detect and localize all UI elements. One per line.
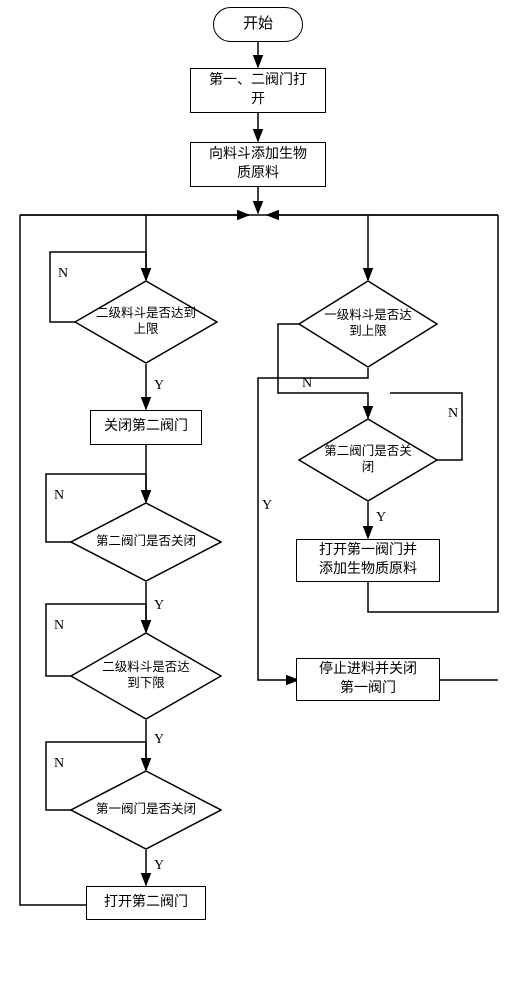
- open-v2-text: 打开第二阀门: [104, 894, 188, 912]
- add-material-text: 向料斗添加生物质原料: [209, 146, 307, 182]
- decision-v2-closed-left: 第二阀门是否关闭: [70, 502, 222, 582]
- decision-l2-lower: 二级料斗是否达到下限: [70, 632, 222, 720]
- decision-v2-closed-right-text: 第二阀门是否关闭: [324, 444, 412, 475]
- close-v2-step: 关闭第二阀门: [90, 410, 202, 445]
- decision-l1-upper: 一级料斗是否达到上限: [298, 280, 438, 368]
- start-terminator: 开始: [213, 7, 303, 42]
- open-v1-add-text: 打开第一阀门并添加生物质原料: [319, 542, 417, 578]
- close-v2-text: 关闭第二阀门: [104, 418, 188, 436]
- open-valves-text: 第一、二阀门打开: [209, 72, 307, 108]
- decision-l2-upper-text: 二级料斗是否达到上限: [96, 306, 196, 337]
- label-y: Y: [152, 732, 166, 748]
- decision-l2-lower-text: 二级料斗是否达到下限: [102, 660, 190, 691]
- decision-v2-closed-right: 第二阀门是否关闭: [298, 418, 438, 502]
- open-valves-step: 第一、二阀门打开: [190, 68, 326, 113]
- open-v2-step: 打开第二阀门: [86, 886, 206, 920]
- label-n: N: [52, 618, 66, 634]
- label-n: N: [300, 376, 314, 392]
- label-y: Y: [152, 598, 166, 614]
- label-y: Y: [374, 510, 388, 526]
- label-n: N: [446, 406, 460, 422]
- start-label: 开始: [243, 15, 273, 35]
- decision-v1-closed: 第一阀门是否关闭: [70, 770, 222, 850]
- decision-l2-upper: 二级料斗是否达到上限: [74, 280, 218, 364]
- add-material-step: 向料斗添加生物质原料: [190, 142, 326, 187]
- label-n: N: [56, 266, 70, 282]
- label-y: Y: [260, 498, 274, 514]
- decision-l1-upper-text: 一级料斗是否达到上限: [324, 308, 412, 339]
- label-n: N: [52, 488, 66, 504]
- open-v1-add-step: 打开第一阀门并添加生物质原料: [296, 539, 440, 582]
- decision-v2-closed-left-text: 第二阀门是否关闭: [96, 534, 196, 550]
- decision-v1-closed-text: 第一阀门是否关闭: [96, 802, 196, 818]
- label-n: N: [52, 756, 66, 772]
- stop-close-v1-step: 停止进料并关闭第一阀门: [296, 658, 440, 701]
- stop-close-v1-text: 停止进料并关闭第一阀门: [319, 661, 417, 697]
- label-y: Y: [152, 378, 166, 394]
- label-y: Y: [152, 858, 166, 874]
